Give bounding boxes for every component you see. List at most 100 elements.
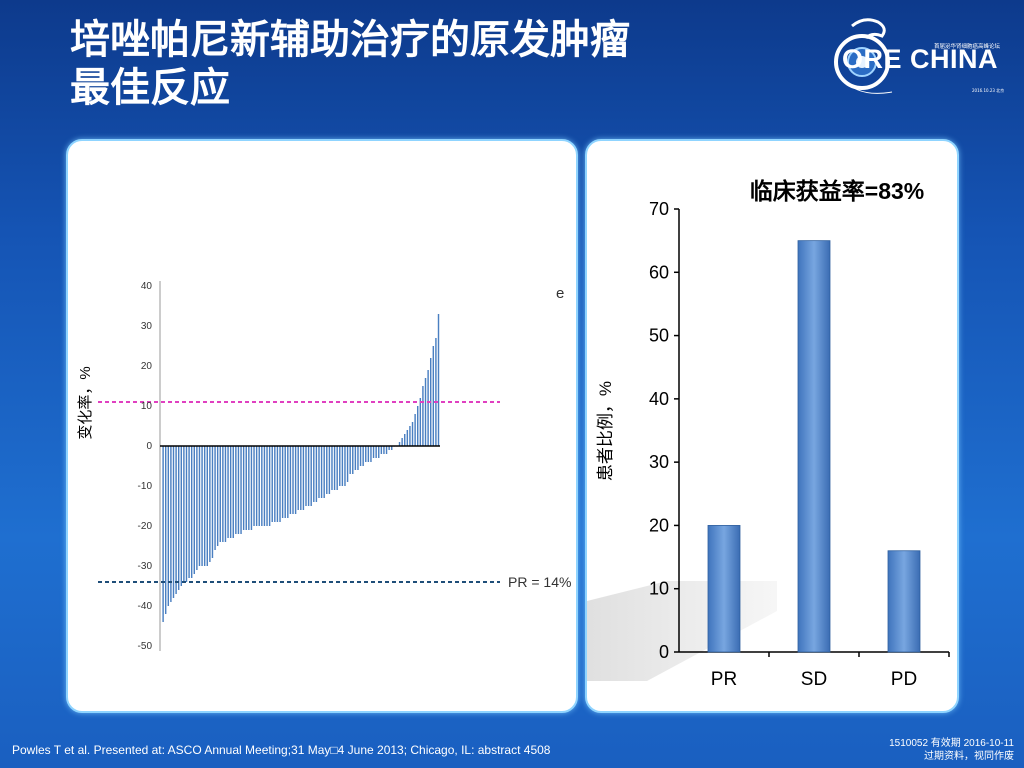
waterfall-bar-104 — [432, 346, 435, 446]
category-bar-chart: 临床获益率=83% 患者比例，% 0 10 20 30 40 50 60 70 PR SD PD — [587, 178, 950, 690]
waterfall-bar-63 — [326, 446, 328, 494]
waterfall-bar-35 — [253, 446, 255, 526]
waterfall-bar-96 — [411, 422, 414, 446]
waterfall-bar-71 — [346, 446, 349, 482]
waterfall-bar-93 — [404, 434, 406, 446]
waterfall-bar-40 — [266, 446, 268, 526]
waterfall-bar-106 — [437, 314, 440, 446]
waterfall-bar-101 — [424, 378, 427, 446]
waterfall-bar-47 — [284, 446, 286, 518]
waterfall-bar-41 — [268, 446, 271, 526]
category-y-tick-0: 0 — [659, 642, 669, 662]
waterfall-bar-43 — [274, 446, 276, 522]
waterfall-bar-14 — [198, 446, 201, 566]
waterfall-bar-68 — [339, 446, 341, 486]
waterfall-bar-85 — [383, 446, 385, 454]
waterfall-bar-53 — [300, 446, 302, 510]
waterfall-bar-28 — [235, 446, 237, 534]
waterfall-bar-26 — [229, 446, 232, 538]
waterfall-bar-87 — [388, 446, 390, 450]
waterfall-bar-44 — [276, 446, 279, 522]
waterfall-bar-21 — [216, 446, 219, 546]
logo-date: 2016.10.23 北京 — [972, 88, 1005, 93]
category-y-tick-4: 40 — [649, 389, 669, 409]
waterfall-bar-37 — [258, 446, 260, 526]
footer-validity: 1510052 有效期 2016-10-11 过期资料，视同作废 — [889, 737, 1014, 763]
logo-subtitle: 首届泌华肾细胞癌高峰论坛 — [934, 44, 1001, 50]
category-y-tick-6: 60 — [649, 262, 669, 282]
footer-id: 1510052 有效期 2016-10-11 — [889, 738, 1014, 749]
waterfall-y-tick-4: 0 — [146, 441, 152, 452]
waterfall-bar-50 — [292, 446, 294, 514]
waterfall-bar-98 — [417, 406, 419, 446]
waterfall-bar-4 — [172, 446, 175, 598]
waterfall-bar-91 — [398, 442, 401, 446]
waterfall-bar-77 — [362, 446, 364, 466]
waterfall-bar-24 — [224, 446, 227, 542]
category-bar-pr — [707, 525, 741, 653]
waterfall-bar-0 — [162, 446, 164, 622]
waterfall-bar-97 — [414, 414, 416, 446]
waterfall-bar-55 — [305, 446, 307, 506]
waterfall-bar-3 — [170, 446, 172, 602]
waterfall-bar-52 — [297, 446, 299, 510]
category-y-tick-5: 50 — [649, 326, 669, 346]
waterfall-bar-1 — [164, 446, 167, 614]
waterfall-bar-8 — [183, 446, 185, 582]
waterfall-bar-42 — [271, 446, 273, 522]
waterfall-bar-23 — [222, 446, 224, 542]
category-bar-sd — [797, 240, 831, 653]
waterfall-y-tick-6: -20 — [138, 521, 153, 532]
waterfall-panel: PR = 14% 40 30 20 10 0 -10 -20 -30 -40 -50 变化率，% … — [66, 139, 578, 713]
waterfall-y-tick-7: -30 — [138, 561, 153, 572]
waterfall-bar-36 — [255, 446, 258, 526]
waterfall-bar-105 — [435, 338, 437, 446]
waterfall-bar-95 — [409, 426, 411, 446]
waterfall-bar-34 — [250, 446, 253, 530]
category-bar-pd — [887, 550, 921, 653]
category-y-axis-label: 患者比例，% — [596, 381, 615, 481]
waterfall-bar-27 — [232, 446, 234, 538]
core-china-logo: ORE CHINA 首届泌华肾细胞癌高峰论坛 2016.10.23 北京 — [812, 14, 1012, 100]
waterfall-bar-81 — [372, 446, 375, 458]
waterfall-bar-57 — [310, 446, 312, 506]
waterfall-bar-94 — [406, 430, 409, 446]
waterfall-bar-31 — [242, 446, 245, 530]
waterfall-bar-48 — [287, 446, 289, 518]
waterfall-bar-6 — [177, 446, 180, 590]
waterfall-bar-66 — [333, 446, 336, 490]
title-line-1: 培唑帕尼新辅助治疗的原发肿瘤 — [70, 17, 630, 63]
waterfall-bar-13 — [196, 446, 198, 570]
waterfall-bar-20 — [214, 446, 216, 550]
waterfall-bar-59 — [315, 446, 318, 502]
waterfall-bar-73 — [352, 446, 354, 474]
category-bar-panel: 临床获益率=83% 患者比例，% 0 10 20 30 40 50 60 70 PR SD PD — [585, 139, 959, 713]
waterfall-bar-64 — [328, 446, 331, 494]
waterfall-bar-10 — [188, 446, 190, 578]
logo-text: ORE CHINA — [842, 44, 999, 74]
waterfall-bar-65 — [331, 446, 333, 490]
waterfall-bar-86 — [385, 446, 388, 454]
category-y-tick-2: 20 — [649, 515, 669, 535]
slide-title: 培唑帕尼新辅助治疗的原发肿瘤 最佳反应 — [70, 16, 750, 112]
waterfall-bar-100 — [422, 386, 424, 446]
waterfall-y-tick-8: -40 — [138, 601, 153, 612]
waterfall-bar-33 — [248, 446, 250, 530]
waterfall-y-tick-1: 30 — [141, 321, 153, 332]
waterfall-bar-16 — [203, 446, 206, 566]
waterfall-bar-29 — [237, 446, 240, 534]
waterfall-bar-54 — [302, 446, 305, 510]
waterfall-bar-38 — [261, 446, 263, 526]
waterfall-bar-80 — [370, 446, 372, 462]
waterfall-bar-39 — [263, 446, 266, 526]
waterfall-reference-label-0: PR = 14% — [508, 574, 571, 590]
waterfall-bar-58 — [313, 446, 315, 502]
waterfall-bar-46 — [281, 446, 284, 518]
category-y-tick-1: 10 — [649, 579, 669, 599]
category-x-label-pd: PD — [891, 669, 917, 690]
waterfall-bar-76 — [359, 446, 362, 466]
dragon-logo-icon — [834, 18, 893, 94]
category-y-tick-3: 30 — [649, 452, 669, 472]
waterfall-bar-22 — [219, 446, 221, 542]
